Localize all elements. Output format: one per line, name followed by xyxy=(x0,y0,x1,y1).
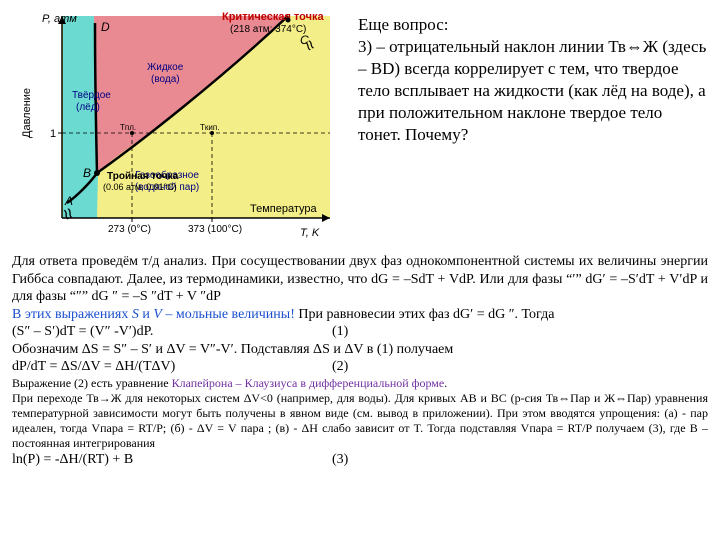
para-5: При переходе Тв→Ж для некоторых систем Δ… xyxy=(12,391,708,451)
svg-text:(вода): (вода) xyxy=(151,74,180,85)
body-text: Для ответа проведём т/д анализ. При сосу… xyxy=(12,253,708,468)
para-1: Для ответа проведём т/д анализ. При сосу… xyxy=(12,253,708,306)
para-2: В этих выражениях S и V – мольные величи… xyxy=(12,306,708,324)
question-intro: Еще вопрос: xyxy=(358,14,708,36)
para-4: Выражение (2) есть уравнение Клапейрона … xyxy=(12,376,708,391)
svg-text:P, атм: P, атм xyxy=(42,13,77,25)
svg-text:273 (0°C): 273 (0°C) xyxy=(108,224,151,235)
question-block: Еще вопрос: 3) – отрицательный наклон ли… xyxy=(358,8,708,147)
svg-text:1: 1 xyxy=(50,128,56,140)
para-3: Обозначим ΔS = S″ – S′ и ΔV = V″-V′. Под… xyxy=(12,341,708,359)
svg-text:T, K: T, K xyxy=(300,227,320,239)
svg-text:373 (100°C): 373 (100°C) xyxy=(188,224,242,235)
svg-text:Жидкое: Жидкое xyxy=(147,62,184,73)
svg-text:(218 атм; 374°C): (218 атм; 374°C) xyxy=(230,24,306,35)
question-text: 3) – отрицательный наклон линии Тв⇔Ж (зд… xyxy=(358,36,708,146)
svg-text:Температура: Температура xyxy=(250,203,318,215)
svg-text:D: D xyxy=(101,20,110,34)
svg-text:Tпл.: Tпл. xyxy=(120,123,136,132)
svg-text:(лёд): (лёд) xyxy=(76,102,100,113)
eqn-2: dP/dT = ΔS/ΔV = ΔH/(TΔV)(2) xyxy=(12,358,708,376)
eqn-1: (S″ – S′)dT = (V″ -V′)dP.(1) xyxy=(12,323,708,341)
svg-text:Tкип.: Tкип. xyxy=(200,123,219,132)
phase-diagram: Давление Температура P, атм T, K 1 273 (0°C) 3… xyxy=(12,8,342,243)
svg-text:B: B xyxy=(83,166,91,180)
svg-text:Давление: Давление xyxy=(21,88,33,138)
eqn-3: ln(P) = -ΔH/(RT) + B(3) xyxy=(12,451,708,469)
svg-text:≈: ≈ xyxy=(55,205,79,223)
svg-text:(0.06 атм; 0.01°C): (0.06 атм; 0.01°C) xyxy=(103,182,177,192)
svg-text:Критическая точка: Критическая точка xyxy=(222,11,324,23)
svg-text:Твёрдое: Твёрдое xyxy=(72,90,111,101)
svg-text:Тройная точка: Тройная точка xyxy=(107,171,179,182)
